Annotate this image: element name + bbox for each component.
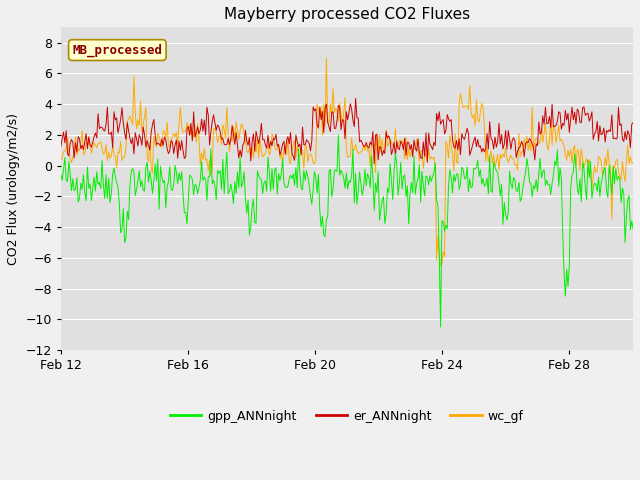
Text: MB_processed: MB_processed bbox=[72, 43, 163, 57]
Line: gpp_ANNnight: gpp_ANNnight bbox=[61, 135, 633, 327]
Line: er_ANNnight: er_ANNnight bbox=[61, 98, 633, 164]
Legend: gpp_ANNnight, er_ANNnight, wc_gf: gpp_ANNnight, er_ANNnight, wc_gf bbox=[165, 405, 529, 428]
Y-axis label: CO2 Flux (urology/m2/s): CO2 Flux (urology/m2/s) bbox=[7, 113, 20, 264]
Line: wc_gf: wc_gf bbox=[61, 58, 633, 265]
Title: Mayberry processed CO2 Fluxes: Mayberry processed CO2 Fluxes bbox=[224, 7, 470, 22]
